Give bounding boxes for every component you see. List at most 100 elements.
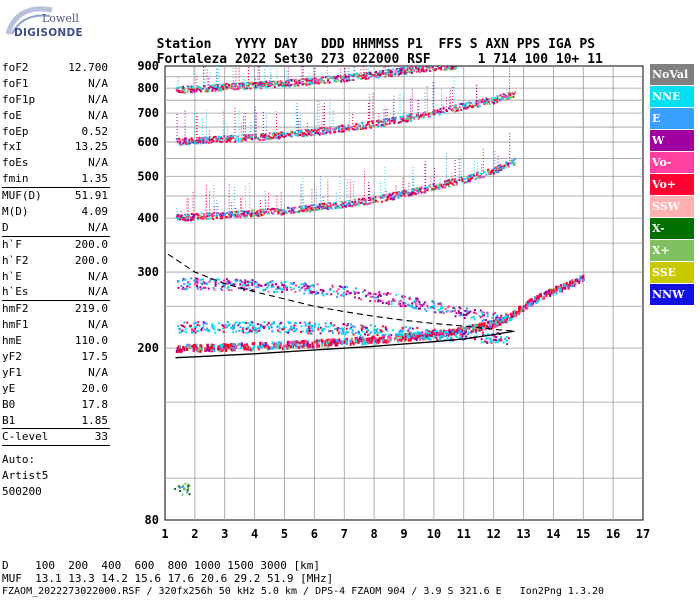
x-tick-label: 4: [251, 527, 258, 541]
echo-point: [311, 329, 314, 332]
echo-point: [415, 337, 418, 340]
echo-point: [491, 316, 494, 319]
echo-point: [502, 341, 505, 344]
echo-point: [524, 304, 527, 308]
echo-point: [403, 189, 406, 192]
echo-point: [487, 170, 490, 173]
echo-point: [408, 115, 411, 118]
echo-point: [357, 291, 360, 294]
echo-point: [370, 336, 373, 340]
echo-point: [471, 177, 474, 180]
echo-point: [437, 308, 440, 311]
echo-point: [359, 202, 362, 205]
echo-point: [341, 124, 344, 127]
echo-point: [242, 281, 245, 284]
echo-point: [249, 348, 252, 352]
echo-point: [468, 101, 471, 104]
echo-point: [328, 343, 331, 347]
echo-point: [343, 77, 346, 80]
echo-point: [353, 325, 356, 328]
echo-point: [445, 330, 448, 333]
echo-point: [394, 191, 397, 194]
echo-point: [312, 285, 315, 288]
echo-point: [210, 140, 213, 143]
echo-point: [334, 205, 337, 208]
echo-point: [338, 285, 341, 288]
echo-point: [282, 209, 285, 212]
param-value: N/A: [88, 318, 108, 332]
echo-point: [248, 330, 251, 333]
echo-point: [379, 329, 382, 332]
echo-trace-5: [177, 321, 510, 346]
echo-point: [439, 330, 442, 334]
echo-point: [272, 80, 275, 83]
echo-point: [227, 324, 230, 327]
echo-point: [295, 133, 298, 136]
echo-point: [192, 215, 195, 218]
echo-point: [251, 347, 254, 351]
echo-point: [423, 301, 426, 304]
echo-point: [198, 88, 201, 91]
echo-point: [281, 291, 284, 294]
echo-point: [423, 334, 426, 337]
legend-noval: NoVal: [650, 64, 694, 85]
echo-point: [192, 347, 195, 351]
echo-point: [190, 345, 193, 349]
echo-point: [310, 206, 313, 209]
echo-point: [214, 284, 217, 287]
echo-point: [182, 329, 185, 332]
echo-point: [210, 138, 213, 141]
echo-point: [487, 326, 490, 330]
echo-point: [439, 307, 442, 310]
echo-point: [500, 165, 503, 168]
echo-point: [189, 283, 192, 286]
echo-point: [507, 165, 510, 168]
echo-point: [236, 135, 239, 138]
echo-point: [364, 327, 367, 330]
echo-point: [229, 137, 232, 140]
echo-point: [343, 286, 346, 289]
echo-point: [431, 68, 434, 71]
echo-point: [342, 292, 345, 295]
echo-point: [374, 75, 377, 78]
echo-point: [444, 68, 447, 71]
echo-point: [423, 69, 426, 72]
echo-point: [310, 79, 313, 82]
echo-point: [194, 280, 197, 283]
echo-point: [380, 299, 383, 302]
echo-point: [244, 280, 247, 283]
echo-point: [455, 181, 458, 184]
echo-point: [193, 140, 196, 143]
echo-point: [196, 277, 199, 280]
echo-point: [326, 130, 329, 133]
echo-point: [503, 164, 506, 167]
echo-point: [372, 74, 375, 77]
echo-point: [465, 325, 468, 329]
echo-point: [228, 138, 231, 141]
echo-point: [277, 83, 280, 86]
param-row-fmin: fmin 1.35: [2, 171, 110, 187]
echo-point: [421, 116, 424, 119]
echo-point: [343, 80, 346, 83]
echo-point: [476, 176, 479, 179]
echo-point: [399, 121, 402, 124]
echo-point: [263, 134, 266, 137]
echo-point: [478, 176, 481, 179]
echo-point: [233, 85, 236, 88]
echo-point: [268, 212, 271, 215]
echo-point: [311, 208, 314, 211]
echo-point: [480, 338, 483, 341]
echo-point: [195, 213, 198, 216]
echo-point: [176, 215, 179, 218]
echo-point: [178, 91, 181, 94]
echo-point: [429, 306, 432, 309]
echo-point: [554, 285, 557, 289]
echo-point: [512, 311, 515, 315]
echo-point: [196, 329, 199, 332]
echo-point: [202, 136, 205, 139]
echo-point: [185, 215, 188, 218]
echo-point: [301, 345, 304, 349]
echo-point: [499, 320, 502, 323]
echo-point: [212, 218, 215, 221]
